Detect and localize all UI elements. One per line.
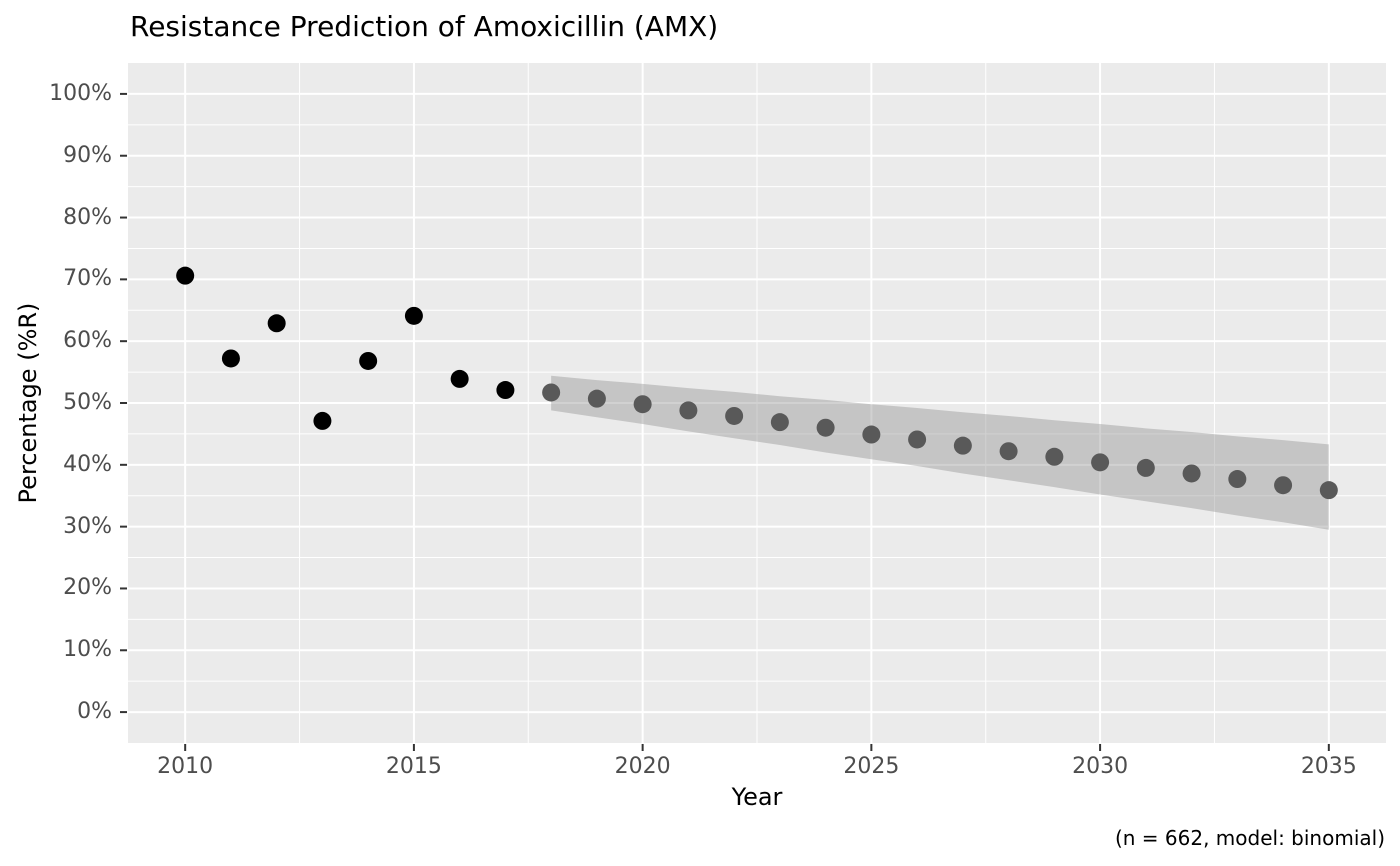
chart-title: Resistance Prediction of Amoxicillin (AM… xyxy=(130,10,719,43)
predicted-point xyxy=(633,395,652,414)
observed-point xyxy=(313,411,332,430)
predicted-point xyxy=(953,436,972,455)
predicted-point xyxy=(999,442,1018,461)
predicted-point xyxy=(542,383,561,402)
predicted-point xyxy=(1228,470,1247,489)
predicted-point xyxy=(770,413,789,432)
predicted-point xyxy=(1319,481,1338,500)
observed-point xyxy=(221,349,240,368)
predicted-point xyxy=(679,401,698,420)
predicted-point xyxy=(1136,458,1155,477)
predicted-point xyxy=(1091,453,1110,472)
observed-point xyxy=(359,351,378,370)
chart-caption: (n = 662, model: binomial) xyxy=(1114,826,1385,850)
predicted-point xyxy=(862,425,881,444)
x-axis-title: Year xyxy=(731,783,783,811)
observed-point xyxy=(176,266,195,285)
predicted-point xyxy=(587,389,606,408)
observed-point xyxy=(267,314,286,333)
confidence-ribbon xyxy=(551,375,1329,530)
predicted-point xyxy=(816,418,835,437)
predicted-point xyxy=(1045,447,1064,466)
observed-point xyxy=(404,306,423,325)
predicted-point xyxy=(908,430,927,449)
observed-point xyxy=(496,381,515,400)
predicted-point xyxy=(1182,464,1201,483)
predicted-point xyxy=(725,406,744,425)
predicted-point xyxy=(1274,476,1293,495)
observed-point xyxy=(450,369,469,388)
